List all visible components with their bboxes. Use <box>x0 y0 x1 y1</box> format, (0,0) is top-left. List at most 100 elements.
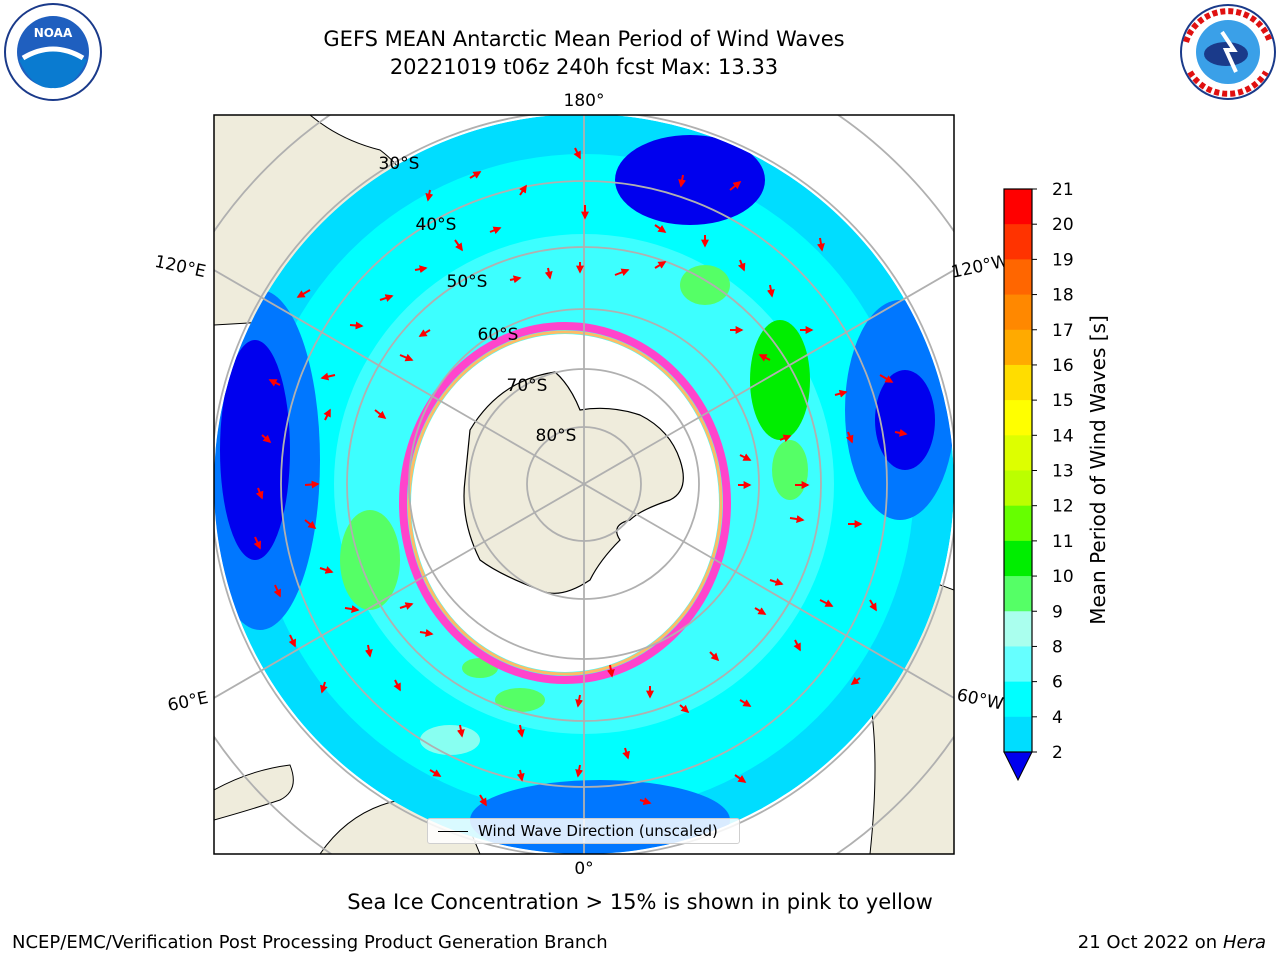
wave-arrow <box>850 676 861 685</box>
wave-arrow <box>349 321 364 330</box>
colorbar-swatch <box>1004 681 1032 718</box>
antarctica-landmass <box>463 371 684 594</box>
wave-arrow <box>379 294 394 302</box>
lon-label-0: 0° <box>574 859 593 879</box>
wave-arrow <box>418 329 431 337</box>
legend-label: Wind Wave Direction (unscaled) <box>478 822 718 840</box>
wave-arrow <box>425 189 434 202</box>
wave-arrow <box>469 171 482 179</box>
colorbar-swatch <box>1004 259 1032 296</box>
wave-arrow <box>575 694 584 708</box>
map-legend: Wind Wave Direction (unscaled) <box>427 818 740 844</box>
colorbar-tick-label: 14 <box>1052 426 1074 446</box>
wave-arrow <box>622 747 630 760</box>
colorbar-tick-label: 16 <box>1052 356 1074 376</box>
lat-label-70s: 70°S <box>507 376 548 396</box>
lon-label-60w: 60°W <box>955 685 1005 714</box>
wave-arrow <box>393 679 401 692</box>
colorbar-label: Mean Period of Wind Waves [s] <box>1086 315 1110 625</box>
sea-ice-edge <box>399 322 731 684</box>
colorbar: 21 20 19 18 17 16 15 14 13 12 11 10 9 8 6 4 2 Mean Perio… <box>1003 180 1110 782</box>
colorbar-tick-label: 6 <box>1052 673 1063 693</box>
wave-arrow <box>419 629 434 637</box>
chart-title: GEFS MEAN Antarctic Mean Period of Wind … <box>323 27 845 51</box>
wave-arrow <box>320 681 328 694</box>
wave-arrow <box>288 634 296 648</box>
wave-arrow <box>894 428 908 437</box>
colorbar-tick-label: 9 <box>1052 602 1063 622</box>
wave-arrow <box>573 147 581 160</box>
colorbar-tick-label: 20 <box>1052 215 1074 235</box>
footer-date: 21 Oct 2022 on Hera <box>1078 932 1266 953</box>
wave-arrow <box>779 434 792 443</box>
wave-arrow <box>729 181 742 191</box>
wave-arrow <box>296 289 311 298</box>
colorbar-swatch <box>1004 576 1032 612</box>
lat-label-50s: 50°S <box>447 272 488 292</box>
wave-arrow <box>789 515 805 523</box>
colorbar-swatch <box>1004 540 1032 577</box>
colorbar-swatch <box>1004 646 1032 683</box>
wave-arrow <box>606 664 615 678</box>
wave-arrow <box>320 372 336 381</box>
wave-arrow <box>304 519 317 529</box>
wave-arrow <box>509 275 522 284</box>
footer-machine: Hera <box>1222 932 1266 953</box>
wave-arrow <box>364 644 373 658</box>
wave-arrow <box>374 409 387 419</box>
wave-arrow <box>268 379 281 387</box>
wave-arrow <box>879 374 894 383</box>
wave-arrow <box>654 224 667 233</box>
wave-arrow <box>414 265 428 274</box>
colorbar-tick-label: 17 <box>1052 321 1074 341</box>
wave-arrow <box>678 174 687 188</box>
wave-arrow <box>737 259 746 272</box>
wave-arrow <box>769 578 784 586</box>
lat-label-80s: 80°S <box>536 426 577 446</box>
wave-arrow <box>399 602 414 610</box>
wind-wave-arrows <box>253 147 908 807</box>
wave-arrow <box>429 769 442 777</box>
wave-arrow <box>834 389 848 398</box>
wave-arrow <box>304 480 320 489</box>
colorbar-tick-label: 2 <box>1052 743 1063 763</box>
colorbar-swatch <box>1004 224 1032 260</box>
colorbar-swatch <box>1004 329 1032 366</box>
wave-arrow <box>734 774 747 783</box>
lon-label-60e: 60°E <box>166 688 210 716</box>
wave-arrow <box>639 797 652 805</box>
colorbar-tick-label: 13 <box>1052 462 1074 482</box>
footer-producer: NCEP/EMC/Verification Post Processing Pr… <box>12 932 608 953</box>
wave-arrow <box>654 261 667 269</box>
wave-arrow <box>344 605 360 613</box>
wave-arrow <box>679 704 690 714</box>
lon-label-120e: 120°E <box>153 252 208 282</box>
wave-arrow <box>261 434 272 444</box>
wave-arrow <box>516 769 525 782</box>
wave-arrow <box>817 237 825 252</box>
wave-arrow <box>519 184 527 196</box>
colorbar-swatch <box>1004 611 1032 647</box>
wave-arrow <box>754 607 767 615</box>
lat-label-30s: 30°S <box>379 154 420 174</box>
wave-arrow <box>819 599 834 607</box>
colorbar-swatch <box>1004 470 1032 507</box>
colorbar-tick-label: 18 <box>1052 286 1074 306</box>
colorbar-tick-label: 19 <box>1052 250 1074 270</box>
chart-subtitle: 20221019 t06z 240h fcst Max: 13.33 <box>389 55 779 79</box>
wave-arrow <box>456 724 465 738</box>
lon-label-120w: 120°W <box>949 251 1010 283</box>
colorbar-tick-label: 12 <box>1052 497 1074 517</box>
wave-arrow <box>255 487 264 500</box>
wave-arrow <box>575 764 584 778</box>
map-frame <box>213 114 955 855</box>
wave-arrow <box>845 431 854 444</box>
nws-logo-icon <box>1180 4 1276 100</box>
wave-arrow <box>516 724 525 738</box>
colorbar-tick-label: 4 <box>1052 708 1063 728</box>
wave-arrow <box>766 284 775 298</box>
wave-arrow <box>739 699 752 707</box>
colorbar-tick-label: 15 <box>1052 391 1074 411</box>
colorbar-swatch <box>1004 435 1032 471</box>
